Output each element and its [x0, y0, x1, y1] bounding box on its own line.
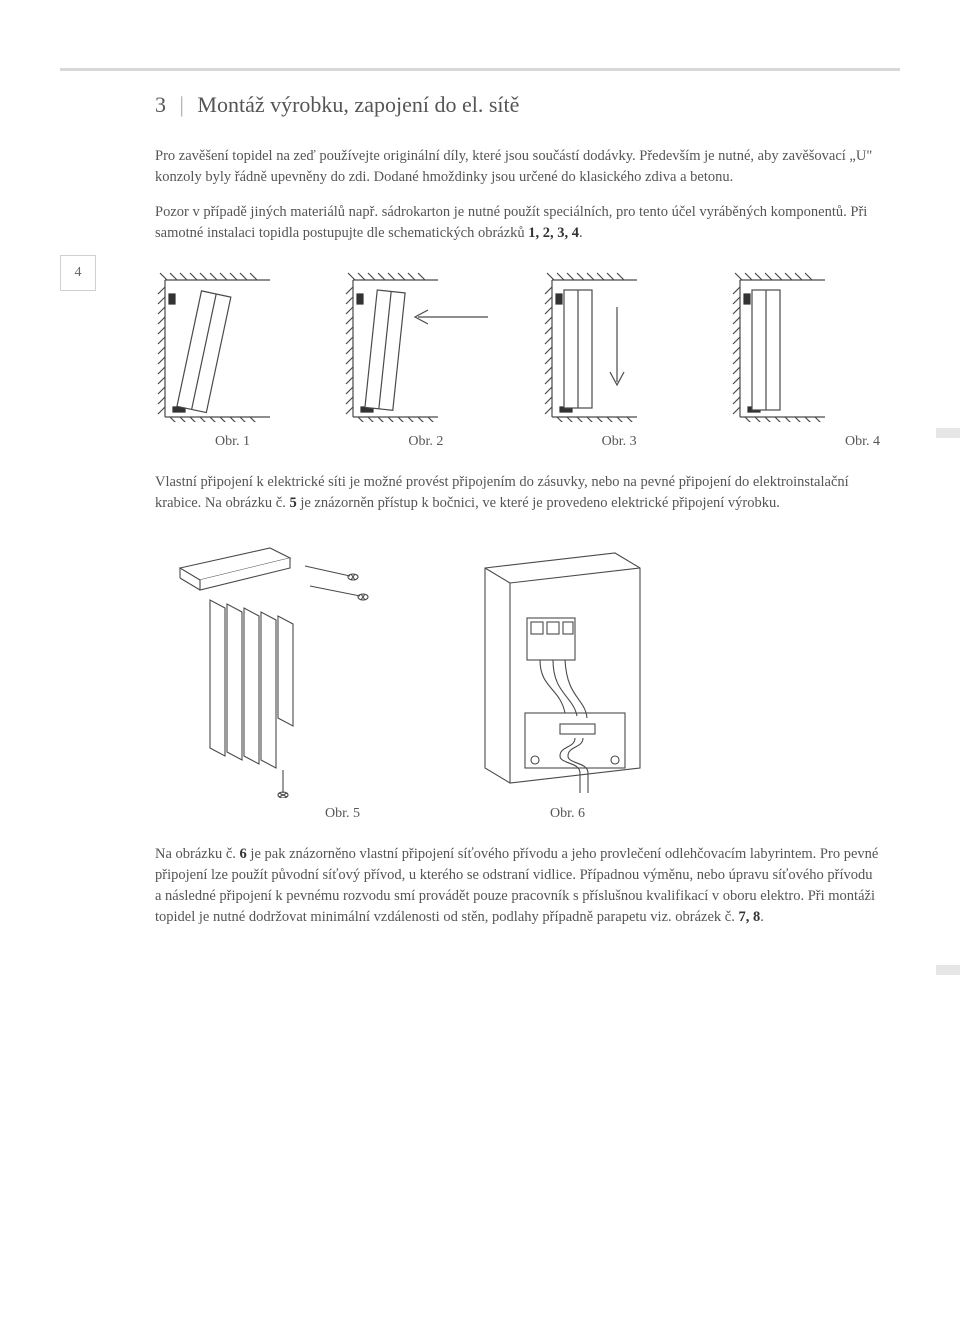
fig3-caption: Obr. 3: [542, 434, 697, 450]
figure-1-svg: [155, 272, 310, 422]
figure-5-svg: [175, 538, 395, 798]
p4-text-c: je pak znázorněno vlastní připojení síťo…: [155, 846, 878, 925]
fig6-caption: Obr. 6: [550, 806, 585, 822]
side-tick-2: [936, 965, 960, 975]
figure-4-svg: [730, 272, 880, 422]
p4-bold-b: 6: [240, 846, 247, 862]
figure-row-1: [155, 272, 880, 422]
p3-text-c: je znázorněn přístup k bočnici, ve které…: [297, 495, 780, 511]
paragraph-1: Pro zavěšení topidel na zeď používejte o…: [155, 146, 880, 188]
paragraph-4: Na obrázku č. 6 je pak znázorněno vlastn…: [155, 844, 880, 928]
fig5-caption: Obr. 5: [325, 806, 360, 822]
top-rule: [60, 68, 900, 71]
figure-5: [175, 538, 395, 798]
p4-bold-d: 7, 8: [738, 909, 760, 925]
section-divider: |: [180, 92, 184, 117]
p4-text-e: .: [760, 909, 764, 925]
fig2-caption: Obr. 2: [343, 434, 508, 450]
section-title-text: Montáž výrobku, zapojení do el. sítě: [197, 92, 519, 117]
paragraph-3: Vlastní připojení k elektrické síti je m…: [155, 472, 880, 514]
figure-1: [155, 272, 310, 422]
p4-text-a: Na obrázku č.: [155, 846, 240, 862]
p2-text-a: Pozor v případě jiných materiálů např. s…: [155, 204, 867, 241]
p2-text-c: .: [579, 225, 583, 241]
section-title: 3 | Montáž výrobku, zapojení do el. sítě: [155, 92, 880, 118]
figure-4: [730, 272, 880, 422]
figure-2-svg: [343, 272, 508, 422]
page-number-badge: 4: [60, 255, 96, 291]
page-number: 4: [75, 265, 82, 281]
paragraph-2: Pozor v případě jiných materiálů např. s…: [155, 202, 880, 244]
content-column: 3 | Montáž výrobku, zapojení do el. sítě…: [155, 92, 880, 942]
figure-3: [542, 272, 697, 422]
p3-bold: 5: [289, 495, 296, 511]
fig4-caption: Obr. 4: [730, 434, 880, 450]
section-number: 3: [155, 92, 166, 117]
figure-2: [343, 272, 508, 422]
side-tick-1: [936, 428, 960, 438]
figure-caption-row-2: Obr. 5 Obr. 6: [155, 806, 880, 822]
figure-row-2: [155, 538, 880, 798]
figure-6-svg: [465, 538, 665, 798]
figure-caption-row-1: Obr. 1 Obr. 2 Obr. 3 Obr. 4: [155, 434, 880, 450]
figure-6: [465, 538, 665, 798]
figure-3-svg: [542, 272, 697, 422]
p2-bold: 1, 2, 3, 4: [528, 225, 579, 241]
fig1-caption: Obr. 1: [155, 434, 310, 450]
